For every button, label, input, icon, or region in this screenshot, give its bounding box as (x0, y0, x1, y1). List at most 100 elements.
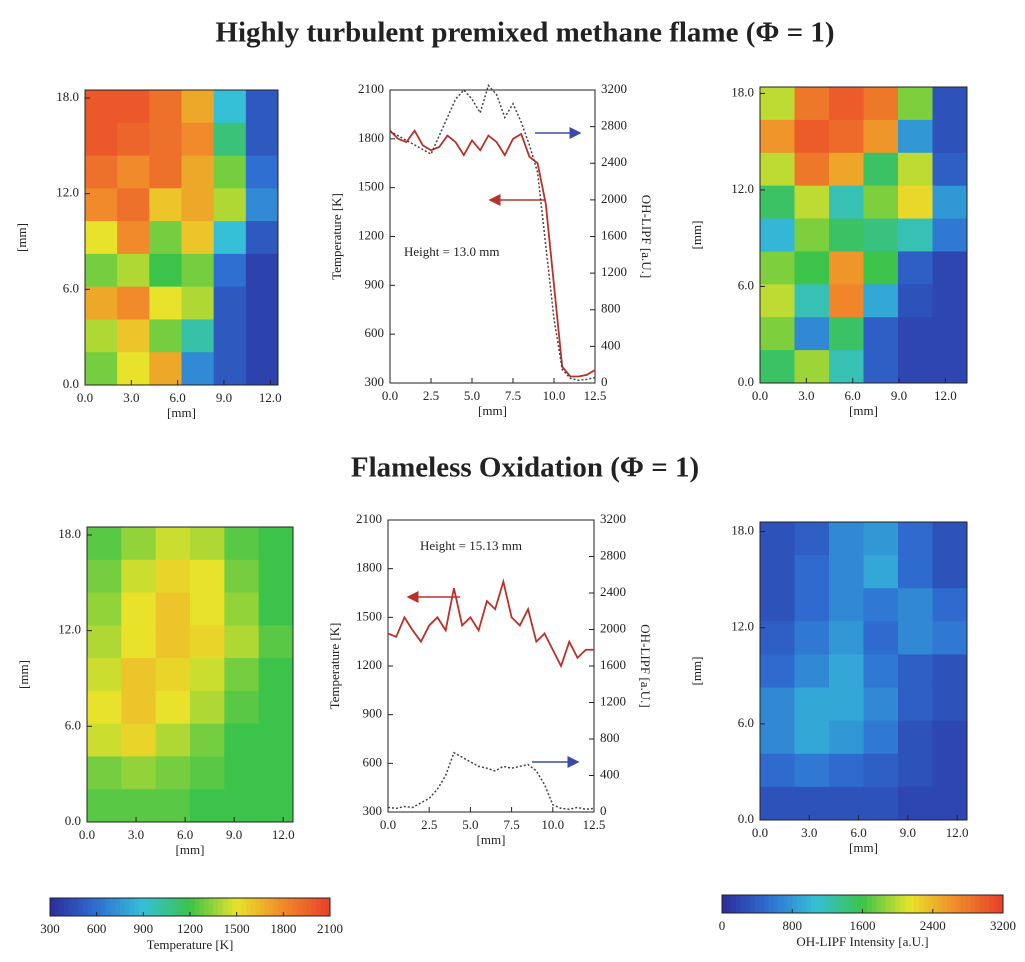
heat-cell (149, 90, 182, 124)
heat-cell (121, 592, 157, 626)
y-tick-label: 1200 (600, 693, 626, 708)
colorbar-step (311, 898, 317, 916)
x-tick-label: 6.0 (845, 388, 861, 403)
heat-cell (794, 317, 830, 351)
heat-cell (898, 185, 933, 220)
colorbar-step (236, 898, 242, 916)
x-tick-label: 5.0 (464, 388, 480, 403)
heat-cell (829, 152, 864, 187)
heat-cell (181, 286, 215, 320)
x-tick-label: 7.5 (503, 817, 519, 832)
heat-cell (932, 753, 968, 788)
y-tick-label: 18.0 (731, 84, 754, 99)
heat-cell (213, 319, 247, 353)
x-tick-label: 7.5 (505, 388, 521, 403)
heat-cell (794, 687, 830, 722)
colorbar-tick-label: 2100 (317, 921, 343, 936)
heat-cell (760, 218, 795, 252)
x-axis-label: [mm] (478, 403, 507, 418)
y-axis-label: Temperature [K] (327, 623, 342, 710)
heat-cell (245, 90, 279, 124)
colorbar-step (885, 895, 892, 913)
heat-cell (898, 687, 933, 722)
x-tick-label: 10.0 (541, 817, 564, 832)
colorbar-step (984, 895, 990, 913)
heat-cell (190, 789, 225, 823)
colorbar-step (190, 898, 196, 916)
colorbar-step (965, 895, 971, 913)
x-tick-label: 0.0 (382, 388, 398, 403)
colorbar-step (857, 895, 863, 913)
y-tick-label: 1500 (358, 179, 384, 194)
y-tick-label: 3200 (601, 81, 627, 96)
colorbar-step (283, 898, 289, 916)
colorbar-step (951, 895, 957, 913)
heat-cell (932, 87, 968, 121)
heat-cell (258, 723, 294, 757)
colorbar-step (54, 898, 60, 916)
colorbar-step (740, 895, 746, 913)
heat-cell (117, 286, 150, 320)
colorbar-tick-label: 0 (719, 918, 726, 933)
heat-cell (258, 625, 294, 659)
colorbar-step (895, 895, 901, 913)
heat-cell (85, 253, 118, 288)
heat-cell (245, 352, 279, 386)
heat-cell (121, 559, 157, 594)
colorbar-step (764, 895, 770, 913)
colorbar-step (923, 895, 929, 913)
colorbar-tick-label: 2400 (920, 918, 946, 933)
y-tick-label: 12.0 (58, 622, 81, 637)
x-tick-label: 6.0 (850, 825, 866, 840)
heat-cell (898, 284, 933, 318)
colorbar-step (278, 898, 284, 916)
plot-frame (387, 519, 595, 813)
heat-cell (121, 527, 157, 561)
y-tick-label: 1200 (358, 227, 384, 242)
colorbar-step (138, 898, 144, 916)
colorbar-step (942, 895, 948, 913)
y-tick-label: 12.0 (731, 619, 754, 634)
heat-cell (85, 90, 118, 124)
heat-cell (760, 621, 795, 655)
section-title: Highly turbulent premixed methane flame … (215, 17, 834, 49)
heat-cell (932, 284, 968, 318)
y-tick-label: 6.0 (65, 717, 81, 732)
heat-cell (85, 155, 118, 189)
y-axis-label: [mm] (16, 660, 31, 689)
heat-cell (863, 555, 899, 589)
heat-cell (760, 786, 795, 821)
heat-cell (863, 687, 899, 722)
x-tick-label: 12.5 (583, 817, 606, 832)
colorbar-label: OH-LIPF Intensity [a.U.] (796, 934, 928, 949)
colorbar-step (796, 895, 803, 913)
colorbar-step (731, 895, 737, 913)
x-tick-label: 9.0 (891, 388, 907, 403)
x-tick-label: 5.0 (462, 817, 478, 832)
colorbar-step (232, 898, 238, 916)
heat-cell (932, 317, 968, 351)
colorbar-step (162, 898, 168, 916)
heat-cell (149, 253, 182, 288)
heat-cell (932, 621, 968, 655)
heat-cell (898, 621, 933, 655)
heat-cell (863, 621, 899, 655)
heat-cell (898, 588, 933, 622)
heat-cell (121, 789, 157, 823)
heat-cell (898, 753, 933, 788)
colorbar-step (904, 895, 910, 913)
x-tick-label: 3.0 (128, 827, 144, 842)
heat-cell (155, 592, 191, 626)
heat-cell (829, 720, 864, 755)
colorbar-step (993, 895, 999, 913)
colorbar-step (806, 895, 812, 913)
heat-cell (87, 592, 122, 626)
heat-cell (829, 522, 864, 556)
heat-cell (190, 527, 225, 561)
colorbar-step (820, 895, 826, 913)
heat-cell (829, 284, 864, 318)
y-tick-label: 300 (365, 374, 385, 389)
heat-cell (213, 221, 247, 255)
colorbar-step (306, 898, 312, 916)
